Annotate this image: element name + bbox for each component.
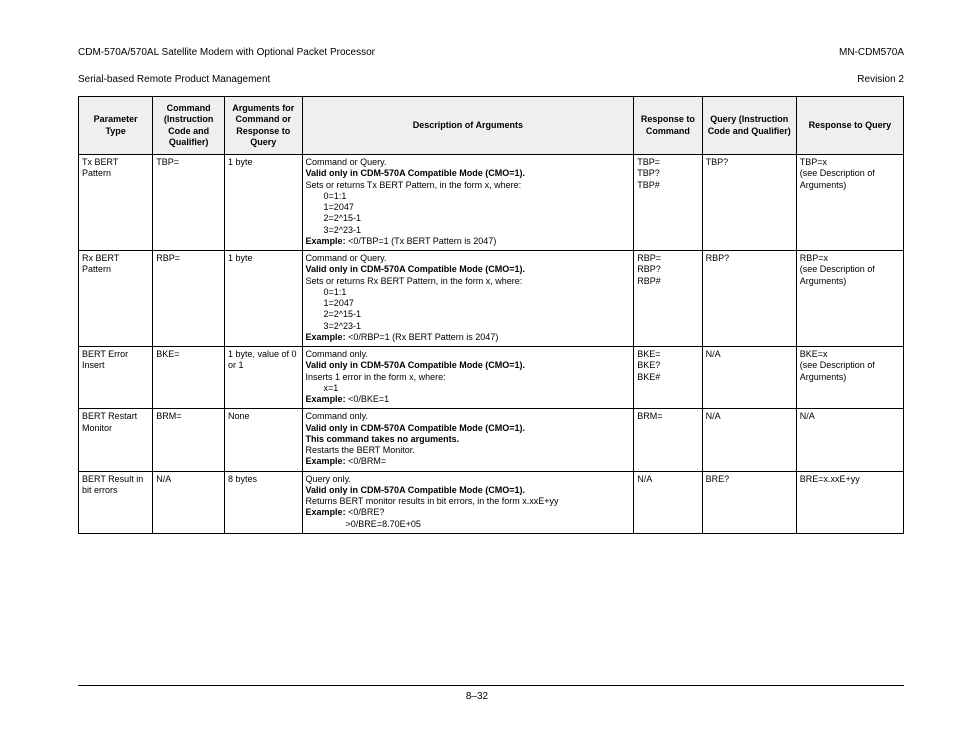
table-cell: TBP=	[153, 155, 225, 251]
column-header: Arguments for Command or Response to Que…	[225, 97, 303, 155]
table-cell: N/A	[634, 471, 702, 533]
table-row: BERT Result in bit errorsN/A8 bytesQuery…	[79, 471, 904, 533]
table-cell: Tx BERT Pattern	[79, 155, 153, 251]
header-left-line1: CDM-570A/570AL Satellite Modem with Opti…	[78, 47, 375, 58]
header-right: MN-CDM570A Revision 2	[839, 32, 904, 86]
header-right-line1: MN-CDM570A	[839, 47, 904, 58]
footer-rule	[78, 685, 904, 686]
table-cell: 1 byte	[225, 155, 303, 251]
table-header-row: Parameter TypeCommand (Instruction Code …	[79, 97, 904, 155]
table-cell: N/A	[153, 471, 225, 533]
table-cell: BERT Restart Monitor	[79, 409, 153, 471]
table-cell: BRE?	[702, 471, 796, 533]
column-header: Parameter Type	[79, 97, 153, 155]
column-header: Description of Arguments	[302, 97, 634, 155]
table-cell: BRE=x.xxE+yy	[796, 471, 903, 533]
header-left-line2: Serial-based Remote Product Management	[78, 74, 270, 85]
column-header: Command (Instruction Code and Qualifier)	[153, 97, 225, 155]
page-number: 8–32	[0, 691, 954, 702]
table-cell: 8 bytes	[225, 471, 303, 533]
table-cell: Rx BERT Pattern	[79, 251, 153, 347]
column-header: Query (Instruction Code and Qualifier)	[702, 97, 796, 155]
description-cell: Command or Query.Valid only in CDM-570A …	[302, 251, 634, 347]
table-cell: N/A	[702, 409, 796, 471]
table-cell: TBP?	[702, 155, 796, 251]
table-cell: 1 byte	[225, 251, 303, 347]
table-cell: BKE=x (see Description of Arguments)	[796, 347, 903, 409]
header-left: CDM-570A/570AL Satellite Modem with Opti…	[78, 32, 375, 86]
table-cell: N/A	[796, 409, 903, 471]
table-cell: BKE=	[153, 347, 225, 409]
description-cell: Command only.Valid only in CDM-570A Comp…	[302, 409, 634, 471]
column-header: Response to Query	[796, 97, 903, 155]
document-page: CDM-570A/570AL Satellite Modem with Opti…	[0, 0, 954, 738]
column-header: Response to Command	[634, 97, 702, 155]
table-row: Rx BERT PatternRBP=1 byteCommand or Quer…	[79, 251, 904, 347]
table-row: BERT Error InsertBKE=1 byte, value of 0 …	[79, 347, 904, 409]
page-header: CDM-570A/570AL Satellite Modem with Opti…	[78, 32, 904, 86]
table-cell: RBP=	[153, 251, 225, 347]
table-row: Tx BERT PatternTBP=1 byteCommand or Quer…	[79, 155, 904, 251]
table-cell: RBP?	[702, 251, 796, 347]
table-cell: RBP=x (see Description of Arguments)	[796, 251, 903, 347]
header-right-line2: Revision 2	[857, 74, 904, 85]
table-cell: RBP= RBP? RBP#	[634, 251, 702, 347]
table-cell: N/A	[702, 347, 796, 409]
table-cell: 1 byte, value of 0 or 1	[225, 347, 303, 409]
description-cell: Command or Query.Valid only in CDM-570A …	[302, 155, 634, 251]
table-cell: TBP=x (see Description of Arguments)	[796, 155, 903, 251]
table-cell: TBP= TBP? TBP#	[634, 155, 702, 251]
table-row: BERT Restart MonitorBRM=NoneCommand only…	[79, 409, 904, 471]
table-cell: BRM=	[634, 409, 702, 471]
description-cell: Query only.Valid only in CDM-570A Compat…	[302, 471, 634, 533]
parameter-table: Parameter TypeCommand (Instruction Code …	[78, 96, 904, 534]
table-cell: None	[225, 409, 303, 471]
table-cell: BERT Error Insert	[79, 347, 153, 409]
table-cell: BRM=	[153, 409, 225, 471]
table-cell: BKE= BKE? BKE#	[634, 347, 702, 409]
table-cell: BERT Result in bit errors	[79, 471, 153, 533]
description-cell: Command only.Valid only in CDM-570A Comp…	[302, 347, 634, 409]
